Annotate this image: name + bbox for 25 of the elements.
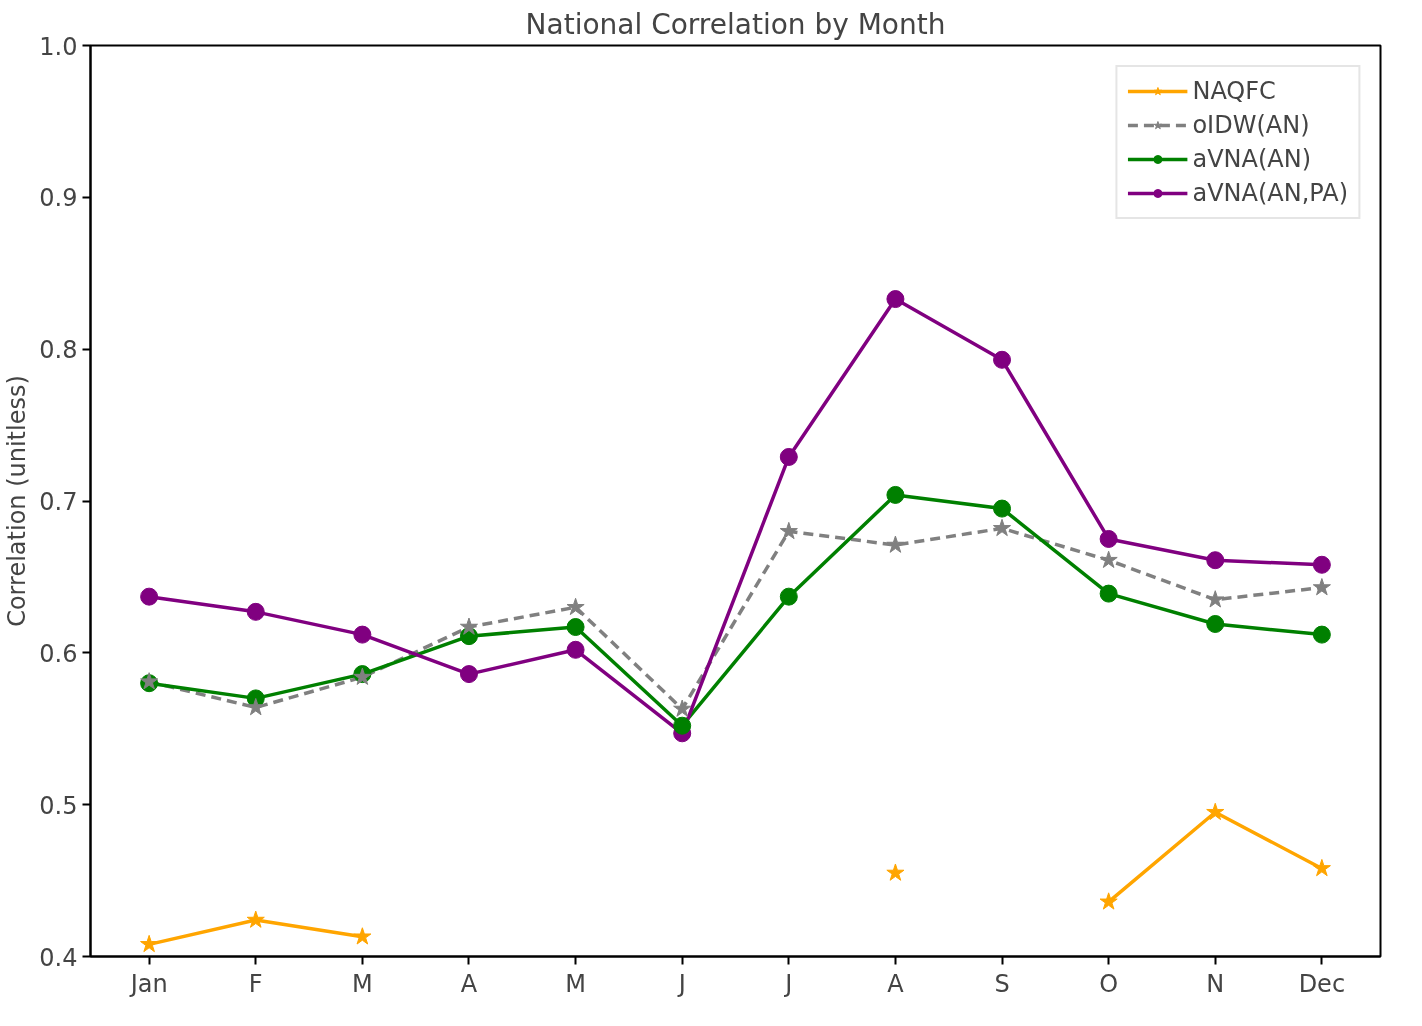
y-axis-title: Correlation (unitless) xyxy=(3,375,32,627)
x-tick-label: Jan xyxy=(128,969,168,998)
y-tick-label: 0.6 xyxy=(39,639,78,668)
y-tick-label: 1.0 xyxy=(39,32,78,61)
legend-label: oIDW(AN) xyxy=(1192,111,1310,139)
chart-title: National Correlation by Month xyxy=(525,7,946,41)
y-tick-label: 0.8 xyxy=(39,336,78,365)
legend-label: aVNA(AN,PA) xyxy=(1192,179,1348,207)
x-tick-label: M xyxy=(565,969,586,998)
x-tick-label: Dec xyxy=(1298,969,1346,998)
x-tick-label: F xyxy=(248,969,263,998)
x-tick-label: M xyxy=(352,969,373,998)
legend-label: NAQFC xyxy=(1192,77,1276,105)
x-tick-label: A xyxy=(887,969,905,998)
x-tick-label: N xyxy=(1206,969,1225,998)
x-tick-label: J xyxy=(783,969,793,998)
y-tick-label: 0.9 xyxy=(39,184,78,213)
y-tick-label: 0.7 xyxy=(39,488,78,516)
x-tick-label: S xyxy=(994,969,1010,998)
x-tick-label: J xyxy=(676,969,686,998)
x-tick-label: A xyxy=(460,969,478,998)
legend-label: aVNA(AN) xyxy=(1192,145,1312,173)
y-tick-label: 0.4 xyxy=(39,943,78,972)
x-tick-label: O xyxy=(1099,969,1119,998)
y-tick-label: 0.5 xyxy=(39,791,78,820)
